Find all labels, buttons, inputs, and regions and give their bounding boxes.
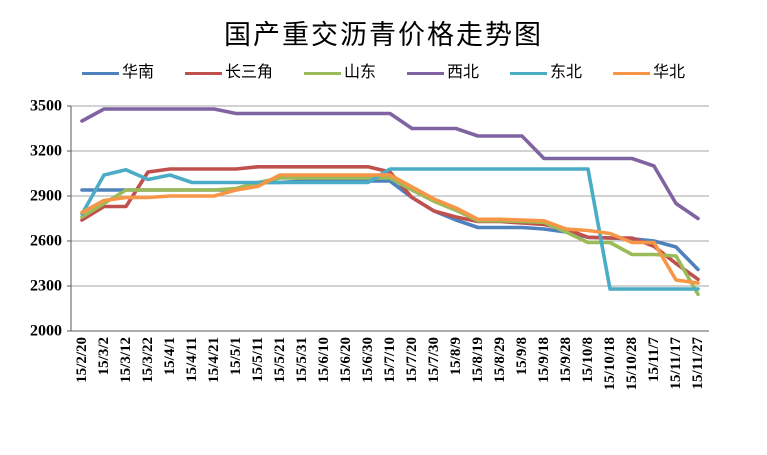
chart-title: 国产重交沥青价格走势图 bbox=[224, 20, 543, 50]
legend-label-dongbei: 东北 bbox=[550, 64, 583, 81]
x-tick-label-24: 15/10/18 bbox=[602, 337, 618, 390]
x-tick-label-16: 15/7/30 bbox=[426, 337, 442, 383]
x-tick-label-2: 15/3/12 bbox=[118, 337, 134, 383]
legend-item-xibei: 西北 bbox=[407, 64, 479, 82]
y-tick-label-3500: 3500 bbox=[30, 98, 62, 115]
legend-label-shandong: 山东 bbox=[343, 64, 376, 81]
legend-swatch-xibei bbox=[407, 71, 444, 75]
legend-swatch-dongbei bbox=[510, 71, 548, 75]
x-tick-label-9: 15/5/21 bbox=[272, 337, 288, 383]
x-tick-label-28: 15/11/27 bbox=[690, 337, 706, 390]
series-line-shandong bbox=[80, 176, 700, 297]
x-tick-label-5: 15/4/11 bbox=[184, 337, 200, 382]
legend-item-dongbei: 东北 bbox=[510, 64, 582, 82]
x-tick-label-10: 15/5/31 bbox=[294, 337, 310, 383]
legend-item-shandong: 山东 bbox=[303, 64, 376, 82]
x-tick-label-12: 15/6/20 bbox=[338, 337, 354, 383]
x-tick-label-1: 15/3/2 bbox=[96, 337, 112, 375]
x-tick-label-4: 15/4/1 bbox=[162, 337, 178, 375]
x-tick-label-7: 15/5/1 bbox=[228, 337, 244, 375]
x-tick-label-8: 15/5/11 bbox=[250, 337, 266, 382]
x-tick-label-27: 15/11/17 bbox=[668, 337, 684, 390]
x-tick-label-6: 15/4/21 bbox=[206, 337, 222, 383]
legend-label-huabei: 华北 bbox=[653, 64, 686, 81]
x-tick-label-18: 15/8/19 bbox=[470, 337, 486, 383]
y-tick-label-2900: 2900 bbox=[30, 188, 62, 205]
series-line-changsanjiao bbox=[80, 165, 700, 282]
series-line-huabei bbox=[80, 173, 700, 285]
x-tick-label-19: 15/8/29 bbox=[492, 337, 508, 383]
x-tick-label-3: 15/3/22 bbox=[140, 337, 156, 383]
legend-item-changsanjiao: 长三角 bbox=[184, 64, 273, 82]
x-tick-label-14: 15/7/10 bbox=[382, 337, 398, 383]
x-tick-label-0: 15/2/20 bbox=[74, 337, 90, 383]
legend-swatch-huabei bbox=[613, 71, 651, 75]
legend-item-huanan: 华南 bbox=[81, 64, 154, 82]
chart-legend: 华南 长三角 山东 西北 东北 华北 bbox=[0, 64, 767, 82]
legend-label-changsanjiao: 长三角 bbox=[224, 64, 273, 81]
legend-swatch-shandong bbox=[303, 71, 341, 75]
x-tick-label-15: 15/7/20 bbox=[404, 337, 420, 383]
x-tick-label-26: 15/11/7 bbox=[646, 337, 662, 383]
x-tick-label-21: 15/9/18 bbox=[536, 337, 552, 383]
legend-item-huabei: 华北 bbox=[613, 64, 685, 82]
x-tick-label-17: 15/8/9 bbox=[448, 337, 464, 375]
series-line-dongbei bbox=[80, 167, 700, 291]
legend-label-huanan: 华南 bbox=[121, 64, 154, 81]
x-tick-label-25: 15/10/28 bbox=[624, 337, 640, 390]
y-tick-label-2600: 2600 bbox=[30, 233, 62, 250]
legend-swatch-huanan bbox=[81, 71, 119, 75]
x-tick-label-23: 15/10/8 bbox=[580, 337, 596, 383]
x-tick-label-22: 15/9/28 bbox=[558, 337, 574, 383]
legend-swatch-changsanjiao bbox=[184, 71, 222, 75]
series-line-xibei bbox=[80, 107, 700, 221]
y-tick-label-3200: 3200 bbox=[30, 143, 62, 160]
legend-label-xibei: 西北 bbox=[447, 64, 480, 81]
x-tick-label-20: 15/9/8 bbox=[514, 337, 530, 375]
x-tick-label-11: 15/6/10 bbox=[316, 337, 332, 383]
y-tick-label-2300: 2300 bbox=[30, 278, 62, 295]
x-tick-label-13: 15/6/30 bbox=[360, 337, 376, 383]
y-tick-label-2000: 2000 bbox=[30, 323, 62, 340]
